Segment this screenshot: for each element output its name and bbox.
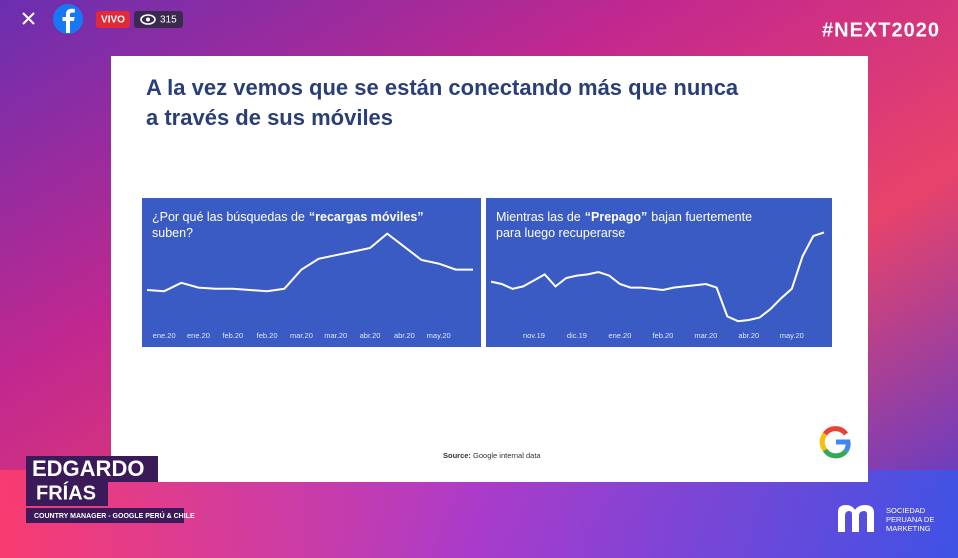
chart-title-part: para luego recuperarse [496,226,625,240]
slide-title: a través de sus móviles [146,105,393,130]
x-tick-label: abr.20 [360,331,381,340]
role-card [26,508,184,523]
eye-icon [140,14,156,25]
organizer-name: PERUANA DE [886,515,934,524]
chart-title: para luego recuperarse [496,226,625,240]
x-tick-label: ene.20 [153,331,176,340]
x-tick-label: may.20 [780,331,804,340]
chart-title-part: Mientras las de [496,210,581,224]
data-line [146,232,473,293]
live-badge-bg [96,11,130,28]
x-tick-label: abr.20 [394,331,415,340]
x-tick-label: may.20 [427,331,451,340]
organizer-logo [838,505,874,532]
x-tick-label: mar.20 [324,331,347,340]
x-tick-label: nov.19 [523,331,545,340]
chart-title-part: bajan fuertemente [651,210,752,224]
google-logo [819,426,851,459]
source: Source: Google internal data [443,451,541,460]
chart-panel [486,198,832,347]
viewer-count: 315 [160,15,177,26]
organizer-name: SOCIEDAD [886,506,926,515]
chart-title: ¿Por qué las búsquedas de “recargas móvil… [152,210,424,224]
chart-title: suben? [152,226,193,240]
name-card [26,482,108,506]
data-line [490,231,825,323]
speaker-first-name: EDGARDO [32,456,144,481]
live-badge: VIVO [101,15,125,26]
x-tick-label: ene.20 [608,331,631,340]
chart-title: Mientras las de “Prepago” bajan fuertement… [496,210,752,224]
x-tick-label: dic.19 [567,331,587,340]
chart-title-part: “Prepago” [585,210,648,224]
chart-panel [142,198,481,347]
chart-title-part: ¿Por qué las búsquedas de [152,210,305,224]
x-tick-label: mar.20 [290,331,313,340]
organizer-name: MARKETING [886,524,931,533]
slide-title: A la vez vemos que se están conectando m… [146,75,739,100]
close-button[interactable] [22,12,35,25]
speaker-role: COUNTRY MANAGER - GOOGLE PERÚ & CHILE [34,511,195,520]
x-tick-label: feb.20 [222,331,243,340]
speaker-last-name: FRÍAS [36,481,96,504]
facebook-icon[interactable] [53,4,83,34]
name-card [26,456,158,482]
x-tick-label: ene.20 [187,331,210,340]
x-tick-label: feb.20 [257,331,278,340]
chart-title-part: “recargas móviles” [309,210,424,224]
source-label: Source: [443,451,471,460]
x-tick-label: abr.20 [738,331,759,340]
source-text: Google internal data [473,451,541,460]
x-tick-label: mar.20 [694,331,717,340]
x-tick-label: feb.20 [652,331,673,340]
chart-title-part: suben? [152,226,193,240]
hashtag: #NEXT2020 [822,19,940,41]
